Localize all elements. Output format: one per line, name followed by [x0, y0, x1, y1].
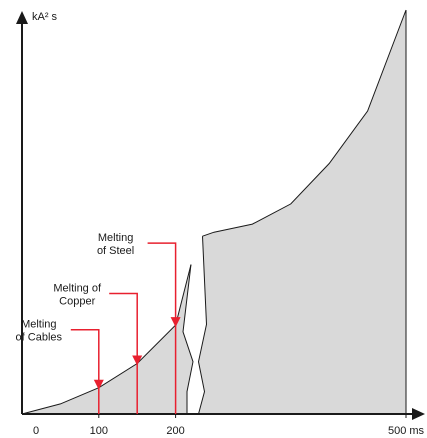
annotation-leader [109, 292, 138, 414]
annotation-arrowhead [132, 355, 143, 366]
area-fill-low [22, 264, 193, 414]
area-fill-high [198, 10, 406, 414]
area-layer [21, 9, 407, 415]
x-tick-label: 200 [166, 425, 184, 437]
curve-line-low [21, 264, 192, 415]
x-tick-label: 500 ms [388, 425, 425, 437]
axes-layer: kA² s [16, 11, 425, 420]
annotation-label: Melting of Copper [53, 283, 102, 308]
y-axis-arrow [16, 11, 28, 24]
annotation-leader [147, 242, 177, 414]
annotation-arrowhead [170, 317, 181, 328]
y-axis-label: kA² s [32, 11, 58, 23]
x-axis-arrow [412, 408, 425, 420]
x-tick-label: 0 [33, 425, 39, 437]
x-tick-label: 100 [90, 425, 108, 437]
break-edge-right [197, 236, 208, 415]
annotation-arrowhead [93, 379, 104, 390]
annotation-label: Melting of Cables [16, 319, 63, 344]
tick-layer: 0 100 200 500 ms [33, 414, 425, 437]
annotation-label: Melting of Steel [97, 232, 134, 257]
curve-line-high [202, 9, 407, 237]
annotation-layer: Melting of Cables Melting of Copper Melting o… [16, 232, 181, 414]
break-edge-left [182, 264, 194, 414]
